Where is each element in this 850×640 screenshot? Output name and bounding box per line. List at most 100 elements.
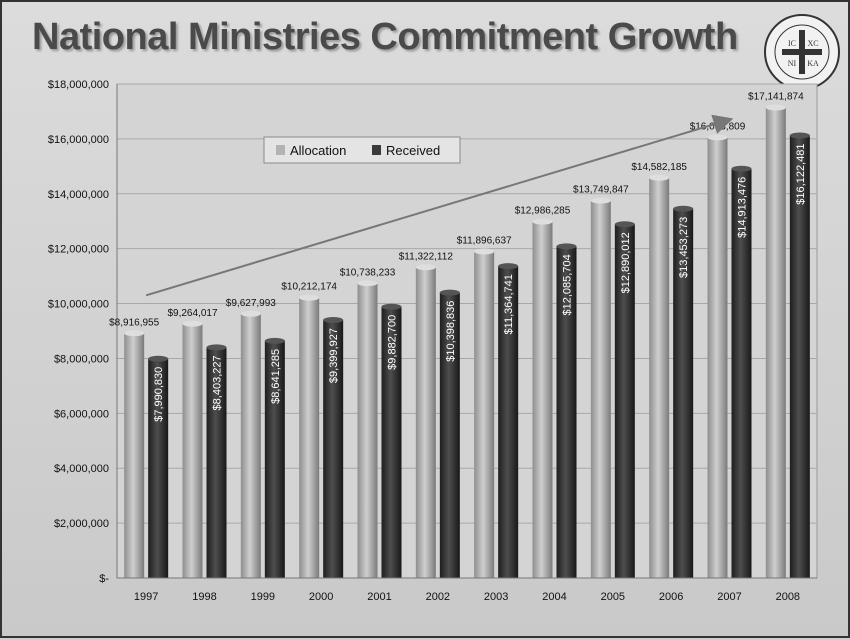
legend: Allocation Received xyxy=(263,136,461,164)
x-tick-label-2003: 2003 xyxy=(484,591,508,603)
page-title: National Ministries Commitment Growth xyxy=(32,16,738,58)
orthodox-cross-seal-icon: IC XC NI KA xyxy=(764,14,840,90)
bar-received-2004 xyxy=(556,246,577,578)
bar-received-1999 xyxy=(264,340,285,578)
x-tick-label-2001: 2001 xyxy=(367,591,391,603)
bar-allocation-2008 xyxy=(765,107,786,579)
bar-allocation-2007 xyxy=(707,137,728,579)
bar-allocation-2004 xyxy=(532,221,553,578)
bar-received-cap-1998 xyxy=(206,344,227,351)
seal-text-ni: NI xyxy=(788,59,797,68)
x-tick-label-1997: 1997 xyxy=(134,591,158,603)
x-tick-label-2000: 2000 xyxy=(309,591,333,603)
y-axis: $- $2,000,000 $4,000,000 $6,000,000 $8,000,0… xyxy=(48,79,118,585)
bar-allocation-cap-2008 xyxy=(765,104,786,111)
bar-allocation-cap-2000 xyxy=(299,294,320,301)
allocation-data-label-2005: $13,749,847 xyxy=(573,185,629,196)
x-tick-label-2002: 2002 xyxy=(426,591,450,603)
bar-allocation-cap-1998 xyxy=(182,320,203,327)
y-tick-label: $12,000,000 xyxy=(48,244,109,256)
legend-label-allocation: Allocation xyxy=(290,143,346,158)
bar-received-cap-1997 xyxy=(148,355,169,362)
bar-allocation-cap-2004 xyxy=(532,218,553,225)
y-tick-label: $6,000,000 xyxy=(54,408,109,420)
bar-received-2001 xyxy=(381,306,402,578)
received-data-label-2007: $14,913,476 xyxy=(737,177,749,238)
bar-allocation-cap-2006 xyxy=(649,174,670,181)
x-tick-label-2008: 2008 xyxy=(776,591,800,603)
bar-received-2000 xyxy=(323,320,344,578)
received-data-label-2006: $13,453,273 xyxy=(678,217,690,278)
seal-text-ic: IC xyxy=(788,39,796,48)
y-tick-label: $4,000,000 xyxy=(54,463,109,475)
y-tick-label: $18,000,000 xyxy=(48,79,109,91)
bar-received-2003 xyxy=(498,266,519,578)
allocation-data-label-1999: $9,627,993 xyxy=(226,298,276,309)
bar-allocation-cap-2002 xyxy=(415,264,436,271)
trend-arrow xyxy=(145,114,734,297)
bar-allocation-cap-1997 xyxy=(124,330,145,337)
x-tick-label-2006: 2006 xyxy=(659,591,683,603)
bar-allocation-2002 xyxy=(415,267,436,578)
received-data-label-2002: $10,398,836 xyxy=(445,301,457,362)
bar-received-cap-1999 xyxy=(264,337,285,344)
x-tick-label-2004: 2004 xyxy=(542,591,566,603)
allocation-data-label-2003: $11,896,637 xyxy=(457,236,512,247)
y-tick-label: $14,000,000 xyxy=(48,189,109,201)
bar-allocation-cap-2001 xyxy=(357,280,378,287)
bar-allocation-2003 xyxy=(474,251,495,578)
legend-label-received: Received xyxy=(386,143,440,158)
y-tick-label: $- xyxy=(99,573,109,585)
bar-received-cap-2002 xyxy=(439,289,460,296)
bar-received-2006 xyxy=(673,208,694,578)
received-data-label-2008: $16,122,481 xyxy=(795,144,807,205)
legend-swatch-allocation xyxy=(276,145,285,155)
bar-received-cap-2008 xyxy=(789,132,810,139)
bar-received-cap-2005 xyxy=(614,221,635,228)
bar-received-cap-2007 xyxy=(731,165,752,172)
allocation-data-label-1997: $8,916,955 xyxy=(109,317,159,328)
received-data-label-2004: $12,085,704 xyxy=(562,254,574,315)
bar-allocation-2005 xyxy=(590,200,611,579)
bar-received-cap-2003 xyxy=(498,263,519,270)
x-tick-label-1999: 1999 xyxy=(251,591,275,603)
x-tick-label-1998: 1998 xyxy=(192,591,216,603)
legend-box xyxy=(263,136,461,164)
allocation-data-label-2000: $10,212,174 xyxy=(281,282,337,293)
bar-allocation-1999 xyxy=(240,313,261,578)
received-data-label-2005: $12,890,012 xyxy=(620,232,632,293)
bar-received-2007 xyxy=(731,168,752,578)
bar-received-1997 xyxy=(148,358,169,578)
bar-allocation-cap-2003 xyxy=(474,248,495,255)
bar-received-2002 xyxy=(439,292,460,578)
bar-allocation-1998 xyxy=(182,323,203,578)
trend-arrow-line xyxy=(145,114,734,297)
bar-received-cap-2006 xyxy=(673,205,694,212)
y-tick-label: $2,000,000 xyxy=(54,518,109,530)
received-data-label-2001: $9,882,700 xyxy=(387,315,399,370)
y-tick-label: $8,000,000 xyxy=(54,353,109,365)
seal-text-xc: XC xyxy=(807,39,818,48)
bar-allocation-cap-1999 xyxy=(240,310,261,317)
legend-swatch-received xyxy=(372,145,381,155)
bar-allocation-cap-2007 xyxy=(707,134,728,141)
x-tick-label-2007: 2007 xyxy=(717,591,741,603)
received-data-label-1998: $8,403,227 xyxy=(212,355,224,410)
bar-allocation-1997 xyxy=(124,333,145,578)
seal-text-ka: KA xyxy=(807,59,819,68)
bar-allocation-2000 xyxy=(299,297,320,578)
bar-received-2008 xyxy=(789,135,810,578)
bars: $8,916,955 $7,990,830 $9,264,017 $8,403,227… xyxy=(109,92,810,579)
bar-received-2005 xyxy=(614,224,635,578)
bar-received-cap-2001 xyxy=(381,303,402,310)
x-axis: 1997 1998 1999 2000 2001 2002 2003 2004 2005 2006… xyxy=(117,577,817,603)
y-tick-label: $16,000,000 xyxy=(48,134,109,146)
allocation-data-label-1998: $9,264,017 xyxy=(167,308,217,319)
bar-allocation-2001 xyxy=(357,283,378,578)
received-data-label-2000: $9,399,927 xyxy=(328,328,340,383)
bar-received-1998 xyxy=(206,347,227,578)
received-data-label-1999: $8,641,285 xyxy=(270,349,282,404)
bar-received-cap-2004 xyxy=(556,243,577,250)
